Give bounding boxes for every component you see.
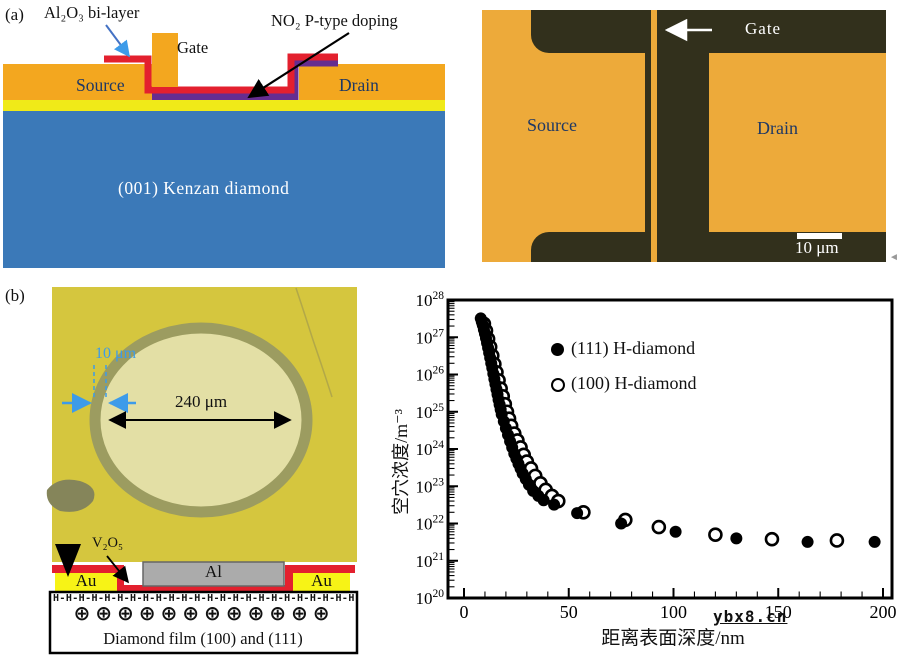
diamond-film-caption: Diamond film (100) and (111) <box>103 629 303 648</box>
source-label-micrograph: Source <box>527 115 577 135</box>
v2o5-label: V₂O₅ <box>92 535 124 551</box>
legend-111-label: (111) H-diamond <box>571 338 696 358</box>
scale-bar-label: 10 μm <box>795 238 839 257</box>
gate-label-micrograph: Gate <box>745 19 782 38</box>
svg-text:1027: 1027 <box>416 327 445 347</box>
x-axis-label: 距离表面深度/nm <box>601 628 745 649</box>
svg-text:100: 100 <box>660 602 687 622</box>
legend-filled-marker <box>551 343 564 356</box>
probe-tip <box>55 544 81 577</box>
watermark: ybx8.cn <box>713 607 788 626</box>
gate-finger-line <box>651 10 657 262</box>
au-right-label: Au <box>311 571 332 590</box>
svg-text:200: 200 <box>870 602 897 622</box>
svg-text:1024: 1024 <box>416 439 445 459</box>
al-gate-block <box>142 561 285 587</box>
drain-label-micrograph: Drain <box>757 118 798 138</box>
page-edge-marker: ◄ <box>889 252 899 263</box>
svg-text:1025: 1025 <box>416 402 445 422</box>
oxide-purple-layer <box>152 59 338 100</box>
svg-text:1026: 1026 <box>416 365 445 385</box>
hydrogen-termination-row: H-H-H-H-H-H-H-H-H-H-H-H-H-H-H-H-H-H-H-H-… <box>53 593 355 604</box>
gate-label-schematic: Gate <box>177 38 209 57</box>
micrograph-dark-bottom-band <box>531 232 886 262</box>
svg-text:50: 50 <box>560 602 578 622</box>
film-crack <box>295 287 333 398</box>
scale-bar <box>797 233 842 239</box>
svg-text:1022: 1022 <box>416 514 445 534</box>
drain-metal-block <box>299 64 445 100</box>
gate-metal-block <box>152 33 178 87</box>
svg-text:1021: 1021 <box>416 551 445 571</box>
au-contact-left <box>55 573 117 592</box>
legend-100-label: (100) H-diamond <box>571 373 697 393</box>
svg-text:1020: 1020 <box>416 588 445 608</box>
no2-pointer-arrow <box>247 32 350 99</box>
svg-text:0: 0 <box>460 602 469 622</box>
drain-label-schematic: Drain <box>339 75 379 95</box>
source-metal-block <box>3 64 152 100</box>
svg-text:1028: 1028 <box>416 290 445 310</box>
al2o3-pointer-arrow <box>105 24 130 58</box>
diameter-label: 240 μm <box>175 392 228 411</box>
v2o5-red-layer <box>52 565 355 593</box>
svg-text:1023: 1023 <box>416 476 445 496</box>
defect-blob <box>46 479 95 512</box>
panel-b-label: (b) <box>5 286 25 305</box>
diamond-substrate <box>3 111 445 268</box>
substrate-label: (001) Kenzan diamond <box>118 178 290 198</box>
diamond-film-box <box>48 590 359 655</box>
oxide-red-layer <box>104 53 338 94</box>
au-left-label: Au <box>75 571 97 590</box>
channel-layer <box>3 100 445 111</box>
au-contact-right <box>293 573 350 592</box>
source-label-schematic: Source <box>76 75 125 95</box>
legend-open-marker <box>551 378 565 392</box>
ring-width-label: 10 μm <box>95 345 137 362</box>
panel-a-label: (a) <box>5 5 24 24</box>
al2o3-bilayer-label: Al₂O₃ bi-layer <box>44 3 140 22</box>
al-label: Al <box>205 562 222 581</box>
y-axis-label: 空穴浓度/m⁻³ <box>391 408 412 515</box>
no2-doping-label: NO₂ P-type doping <box>271 11 398 30</box>
v2o5-pointer-arrow <box>106 555 130 584</box>
svg-text:150: 150 <box>765 602 792 622</box>
holes-row: ⊕⊕⊕⊕⊕⊕⊕⊕⊕⊕⊕⊕ <box>73 601 335 625</box>
